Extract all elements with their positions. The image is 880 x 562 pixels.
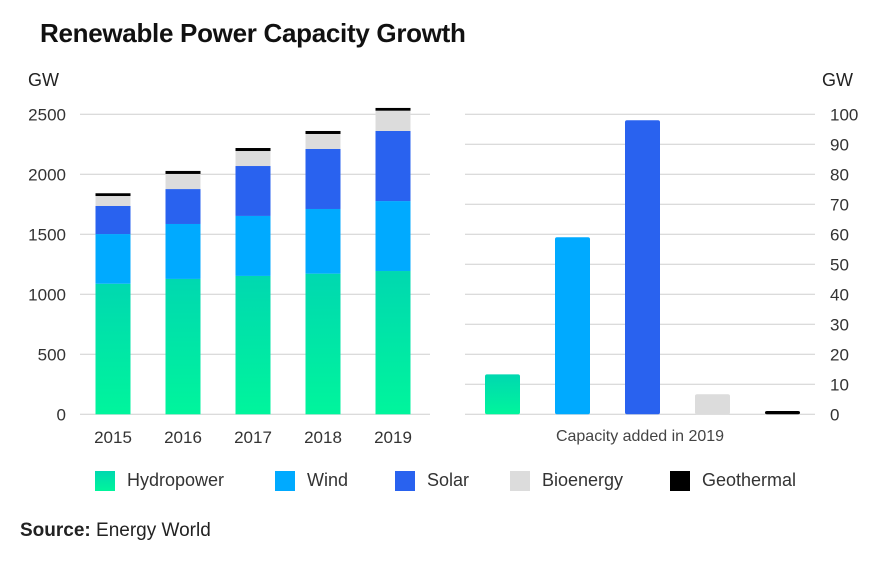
- y-tick-label: 0: [57, 405, 66, 424]
- y-tick-label: 60: [830, 225, 849, 244]
- bar-hydropower: [485, 374, 520, 415]
- bar-segment-hydropower-2017: [235, 275, 271, 415]
- legend-label: Geothermal: [702, 470, 797, 490]
- bar-segment-hydropower-2018: [305, 273, 341, 415]
- y-tick-label: 70: [830, 195, 849, 214]
- y-tick-label: 2500: [28, 105, 66, 124]
- y-tick-label: 40: [830, 285, 849, 304]
- legend-item-wind: Wind: [275, 470, 348, 491]
- y-tick-label: 20: [830, 345, 849, 364]
- source-value: Energy World: [96, 520, 211, 541]
- bar-segment-geothermal-2015: [95, 193, 131, 197]
- legend-label: Solar: [427, 470, 470, 490]
- x-axis-label: Capacity added in 2019: [556, 428, 724, 445]
- legend-swatch: [510, 470, 530, 491]
- bar-segment-bioenergy-2019: [375, 110, 411, 131]
- legend: Hydropower Wind Solar Bioenergy Geothermal: [0, 470, 880, 494]
- y-tick-label: 0: [830, 405, 839, 424]
- bar-segment-wind-2019: [375, 201, 411, 272]
- bar-segment-wind-2018: [305, 208, 341, 274]
- legend-item-bioenergy: Bioenergy: [510, 470, 623, 491]
- x-tick-label: 2016: [164, 428, 202, 447]
- legend-swatch: [395, 470, 415, 491]
- legend-swatch: [670, 470, 690, 491]
- bar-segment-solar-2019: [375, 130, 411, 202]
- legend-swatch: [95, 470, 115, 491]
- bar-segment-geothermal-2017: [235, 148, 271, 152]
- x-tick-label: 2015: [94, 428, 132, 447]
- bar-geothermal: [765, 411, 800, 415]
- y-tick-label: 80: [830, 165, 849, 184]
- bar-solar: [625, 120, 660, 415]
- legend-label: Hydropower: [127, 470, 225, 490]
- legend-swatch: [275, 470, 295, 491]
- bar-wind: [555, 237, 590, 415]
- y-axis-label: GW: [822, 70, 853, 90]
- y-tick-label: 90: [830, 135, 849, 154]
- y-tick-label: 100: [830, 105, 858, 124]
- chart-title: Renewable Power Capacity Growth: [40, 18, 466, 48]
- legend-label: Wind: [307, 470, 349, 490]
- x-tick-label: 2018: [304, 428, 342, 447]
- bar-segment-bioenergy-2017: [235, 151, 271, 167]
- x-tick-label: 2019: [374, 428, 412, 447]
- bar-segment-wind-2017: [235, 215, 271, 276]
- y-tick-label: 30: [830, 315, 849, 334]
- bar-segment-wind-2016: [165, 223, 201, 279]
- bar-segment-solar-2016: [165, 189, 201, 224]
- bar-segment-hydropower-2019: [375, 271, 411, 415]
- bar-segment-wind-2015: [95, 234, 131, 284]
- bar-segment-solar-2018: [305, 148, 341, 209]
- y-tick-label: 1500: [28, 225, 66, 244]
- bar-segment-solar-2017: [235, 166, 271, 216]
- bar-bioenergy: [695, 394, 730, 415]
- bar-segment-bioenergy-2018: [305, 133, 341, 149]
- y-tick-label: 50: [830, 255, 849, 274]
- bar-segment-bioenergy-2015: [95, 196, 131, 206]
- legend-item-solar: Solar: [395, 470, 469, 491]
- bar-segment-geothermal-2019: [375, 107, 411, 111]
- legend-item-hydropower: Hydropower: [95, 470, 224, 491]
- bar-segment-geothermal-2018: [305, 130, 341, 134]
- bar-segment-bioenergy-2016: [165, 173, 201, 190]
- y-tick-label: 1000: [28, 285, 66, 304]
- source-note: Source: Energy World: [20, 520, 211, 542]
- x-tick-label: 2017: [234, 428, 272, 447]
- source-label: Source:: [20, 520, 91, 541]
- bar-segment-geothermal-2016: [165, 170, 201, 174]
- bar-segment-hydropower-2015: [95, 283, 131, 415]
- y-tick-label: 10: [830, 375, 849, 394]
- y-axis-label: GW: [28, 70, 59, 90]
- bar-segment-hydropower-2016: [165, 278, 201, 415]
- legend-label: Bioenergy: [542, 470, 624, 490]
- legend-item-geothermal: Geothermal: [670, 470, 796, 491]
- bar-segment-solar-2015: [95, 205, 131, 235]
- y-tick-label: 500: [38, 345, 66, 364]
- y-tick-label: 2000: [28, 165, 66, 184]
